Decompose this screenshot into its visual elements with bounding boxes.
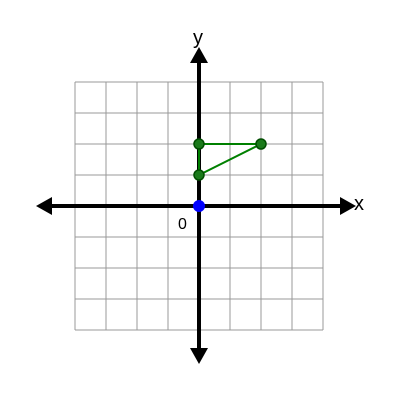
y-axis-arrow-up [190,47,208,63]
y-axis-label: y [193,27,203,49]
triangle [198,143,262,177]
origin-point [193,200,205,212]
triangle-vertex-point [193,169,205,181]
x-axis-arrow-right [340,197,356,215]
y-axis-arrow-down [190,348,208,364]
triangle-vertex-point [193,138,205,150]
x-axis-arrow-left [36,197,52,215]
origin-label: 0 [178,216,187,233]
shapes [193,138,267,212]
triangle-vertex-point [255,138,267,150]
x-axis-label: x [354,193,364,215]
